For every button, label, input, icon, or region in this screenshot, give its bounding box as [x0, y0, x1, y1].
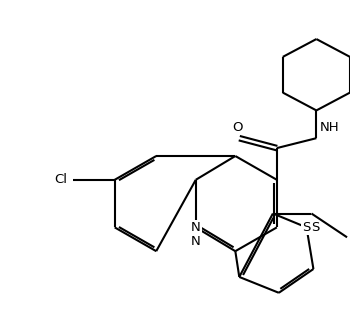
Text: O: O — [232, 121, 243, 134]
Text: Cl: Cl — [54, 173, 67, 186]
Text: NH: NH — [320, 121, 339, 134]
Text: N: N — [191, 235, 201, 248]
Text: S: S — [302, 221, 311, 234]
Text: N: N — [191, 221, 201, 234]
Text: S: S — [311, 221, 319, 234]
